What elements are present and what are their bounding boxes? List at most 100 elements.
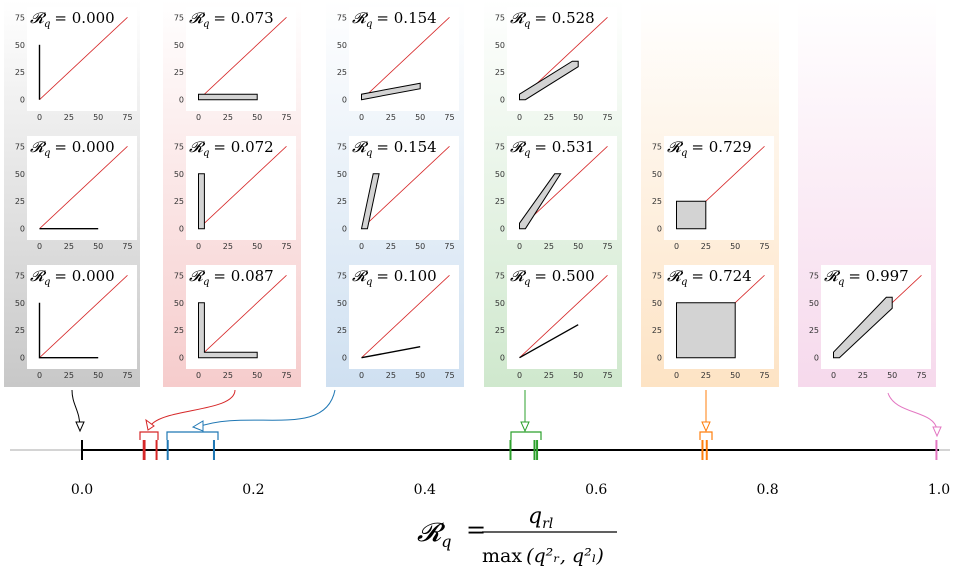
x-tick-label: 75 <box>602 371 612 380</box>
x-tick-label: 0 <box>517 113 522 122</box>
x-tick-label: 25 <box>701 371 711 380</box>
y-tick-label: 25 <box>495 197 505 206</box>
diagonal-reference-line <box>361 275 450 358</box>
y-tick-label: 25 <box>495 68 505 77</box>
panel-value-label: 𝓡q = 0.073 <box>189 9 274 30</box>
x-tick-label: 75 <box>916 371 926 380</box>
x-tick-label: 0 <box>674 242 679 251</box>
region-shape <box>676 302 736 359</box>
x-tick-label: 50 <box>252 113 262 122</box>
panels: 0 25 50 75 0 25 50 75 𝓡q = 0.000 0 25 50 75 0 25 50 75 𝓡q =… <box>15 7 931 380</box>
y-tick-label: 25 <box>15 326 25 335</box>
x-tick-label: 0 <box>37 371 42 380</box>
y-tick-label: 75 <box>652 271 662 280</box>
y-tick-label: 25 <box>652 197 662 206</box>
x-tick-label: 50 <box>415 113 425 122</box>
connector-arrows <box>71 389 942 438</box>
x-tick-label: 50 <box>93 242 103 251</box>
region-shape <box>676 200 707 230</box>
y-tick-label: 0 <box>657 225 662 234</box>
bracket-orange <box>699 431 713 440</box>
panel-value-label: 𝓡q = 0.528 <box>510 9 595 30</box>
panel-frame <box>27 136 137 240</box>
panel-value-label: 𝓡q = 0.154 <box>352 138 437 159</box>
y-tick-label: 25 <box>337 326 347 335</box>
x-tick-label: 0 <box>831 371 836 380</box>
y-tick-label: 50 <box>495 299 505 308</box>
x-tick-label: 25 <box>386 113 396 122</box>
y-tick-label: 0 <box>179 354 184 363</box>
arrow-head-green <box>520 421 530 433</box>
x-tick-label: 50 <box>252 371 262 380</box>
y-tick-label: 0 <box>342 354 347 363</box>
panel-value-label: 𝓡q = 0.500 <box>510 267 595 288</box>
region-shape <box>519 173 562 230</box>
y-tick-label: 0 <box>500 96 505 105</box>
panel: 0 25 50 75 0 25 50 75 𝓡q = 0.154 <box>337 136 459 251</box>
x-tick-label: 50 <box>730 242 740 251</box>
arrow-head-grey <box>75 421 85 433</box>
y-tick-label: 50 <box>495 170 505 179</box>
panel: 0 25 50 75 0 25 50 75 𝓡q = 0.000 <box>15 7 137 122</box>
panel-frame <box>186 7 296 111</box>
x-tick-label: 75 <box>281 371 291 380</box>
y-tick-label: 50 <box>15 170 25 179</box>
x-tick-label: 75 <box>281 242 291 251</box>
y-tick-label: 50 <box>337 170 347 179</box>
region-shape <box>833 296 893 359</box>
diagonal-reference-line <box>39 146 128 229</box>
region-shape <box>519 60 579 101</box>
y-tick-label: 50 <box>174 41 184 50</box>
panel-frame <box>349 265 459 369</box>
y-tick-label: 50 <box>652 299 662 308</box>
x-tick-label: 0 <box>517 242 522 251</box>
x-tick-label: 25 <box>64 242 74 251</box>
panel-value-label: 𝓡q = 0.000 <box>30 267 115 288</box>
x-tick-label: 75 <box>759 242 769 251</box>
y-tick-label: 75 <box>337 271 347 280</box>
x-tick-label: 25 <box>544 242 554 251</box>
y-tick-label: 25 <box>15 68 25 77</box>
panel-value-label: 𝓡q = 0.154 <box>352 9 437 30</box>
y-tick-label: 50 <box>15 299 25 308</box>
y-tick-label: 75 <box>15 271 25 280</box>
y-tick-label: 0 <box>657 354 662 363</box>
y-tick-label: 50 <box>174 170 184 179</box>
x-tick-label: 25 <box>64 113 74 122</box>
x-tick-label: 25 <box>544 113 554 122</box>
x-tick-label: 75 <box>122 371 132 380</box>
x-tick-label: 75 <box>602 242 612 251</box>
panel: 0 25 50 75 0 25 50 75 𝓡q = 0.000 <box>15 265 137 380</box>
y-tick-label: 50 <box>809 299 819 308</box>
panel: 0 25 50 75 0 25 50 75 𝓡q = 0.100 <box>337 265 459 380</box>
arrow-head-red <box>145 418 155 431</box>
panel-frame <box>27 7 137 111</box>
number-line: 0.0 0.2 0.4 0.6 0.8 1.0 <box>10 440 950 498</box>
panel: 0 25 50 75 0 25 50 75 𝓡q = 0.531 <box>495 136 617 251</box>
panel-value-label: 𝓡q = 0.729 <box>667 138 752 159</box>
y-tick-label: 25 <box>174 197 184 206</box>
diagonal-reference-line <box>39 17 128 100</box>
region-line <box>519 324 579 359</box>
x-tick-label: 0 <box>517 371 522 380</box>
y-tick-label: 75 <box>809 271 819 280</box>
y-tick-label: 25 <box>15 197 25 206</box>
diagonal-reference-line <box>198 17 287 100</box>
panel: 0 25 50 75 0 25 50 75 𝓡q = 0.072 <box>174 136 296 251</box>
x-tick-label: 50 <box>415 242 425 251</box>
number-line-markers <box>81 440 938 460</box>
y-tick-label: 50 <box>174 299 184 308</box>
x-tick-label: 50 <box>573 113 583 122</box>
panel-value-label: 𝓡q = 0.000 <box>30 9 115 30</box>
axis-tick-label: 0.8 <box>756 482 778 498</box>
y-tick-label: 25 <box>174 68 184 77</box>
axis-tick-label: 0.0 <box>71 482 93 498</box>
axis-tick-label: 0.4 <box>414 482 436 498</box>
y-tick-label: 50 <box>337 41 347 50</box>
y-tick-label: 75 <box>15 13 25 22</box>
x-tick-label: 50 <box>573 242 583 251</box>
panel-value-label: 𝓡q = 0.724 <box>667 267 752 288</box>
panel: 0 25 50 75 0 25 50 75 𝓡q = 0.528 <box>495 7 617 122</box>
y-tick-label: 50 <box>495 41 505 50</box>
formula-numerator: qrl <box>528 504 553 532</box>
